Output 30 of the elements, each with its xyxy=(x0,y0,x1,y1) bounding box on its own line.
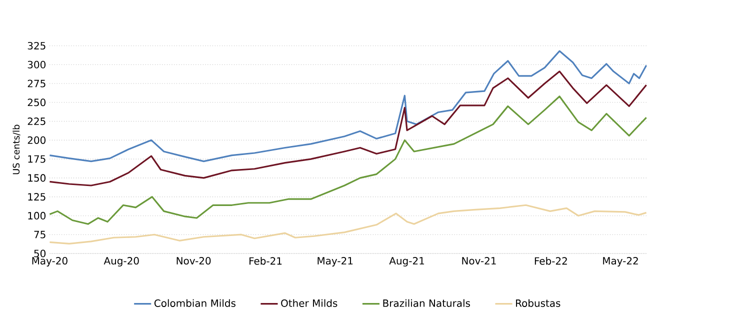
x-tick-label: Nov-21 xyxy=(462,257,496,265)
y-tick-label: 75 xyxy=(34,230,46,238)
line-series xyxy=(48,70,648,186)
legend-label: Colombian Milds xyxy=(154,299,236,307)
legend-label: Other Milds xyxy=(281,299,338,307)
x-tick-label: May-21 xyxy=(318,257,353,267)
x-tick-label: May-20 xyxy=(32,257,68,267)
y-tick-label: 150 xyxy=(28,174,46,182)
x-tick-label: Nov-20 xyxy=(176,257,211,265)
y-tick-label: 50 xyxy=(34,250,46,258)
y-tick-label: 325 xyxy=(28,42,46,50)
line-series xyxy=(48,204,648,244)
x-tick-label: Aug-20 xyxy=(104,257,139,267)
line-series xyxy=(48,50,648,162)
y-tick-label: 275 xyxy=(28,80,46,88)
y-axis-title: US cents/lb xyxy=(12,124,20,174)
y-tick-label: 225 xyxy=(28,118,46,126)
y-tick-label: 300 xyxy=(28,60,46,68)
x-tick-label: May-22 xyxy=(603,257,638,267)
x-tick-label: Feb-22 xyxy=(534,257,567,265)
x-tick-label: Aug-21 xyxy=(389,257,424,267)
x-tick-label: Feb-21 xyxy=(250,257,282,265)
y-tick-label: 125 xyxy=(28,193,46,201)
legend-label: Brazilian Naturals xyxy=(383,299,470,307)
y-tick-label: 250 xyxy=(28,98,46,106)
line-series xyxy=(48,96,648,225)
y-tick-label: 200 xyxy=(28,136,46,144)
legend-label: Robustas xyxy=(516,299,560,307)
y-tick-label: 175 xyxy=(28,155,46,163)
y-tick-label: 100 xyxy=(28,212,46,220)
